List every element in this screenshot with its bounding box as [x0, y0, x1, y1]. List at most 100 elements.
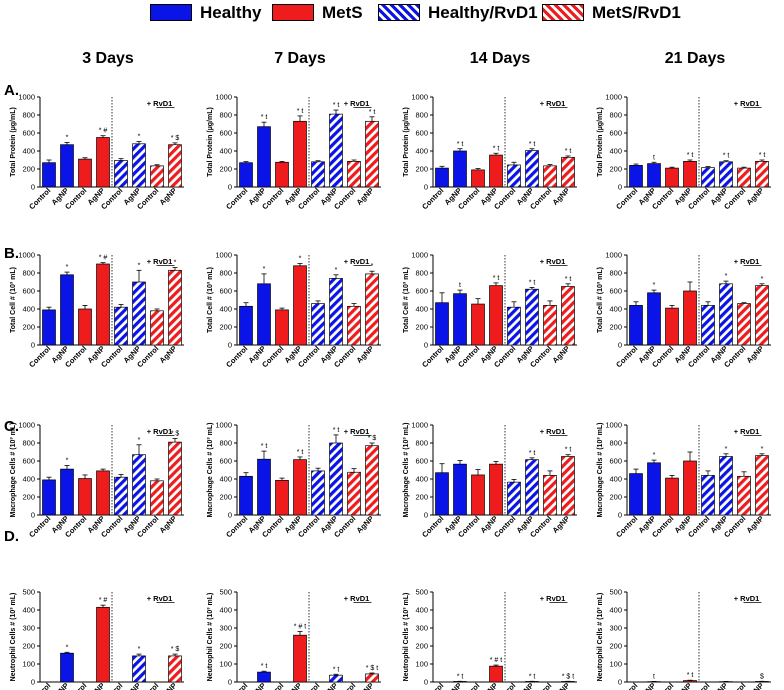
y-axis-label: Neutrophil Cells # (10³ mL): [403, 593, 410, 682]
significance-label: * t: [333, 427, 340, 434]
bar: [629, 165, 643, 188]
x-tick-label: AgNP: [709, 681, 730, 690]
bar: [365, 445, 379, 516]
x-tick-label: AgNP: [551, 344, 572, 365]
bar: [737, 167, 751, 188]
significance-label: *: [138, 646, 141, 653]
y-axis-label: Macrophage Cells # (10³ mL): [10, 423, 17, 518]
bar: [329, 113, 343, 188]
significance-label: *: [299, 256, 302, 263]
y-tick-label: 800: [609, 111, 622, 120]
x-tick-label: AgNP: [158, 514, 179, 535]
bar: [150, 480, 164, 516]
bar: [239, 162, 253, 188]
bar: [489, 154, 503, 188]
y-tick-label: 200: [22, 493, 35, 502]
y-tick-label: 200: [609, 493, 622, 502]
significance-label: * t: [369, 109, 376, 116]
bar: [257, 283, 271, 346]
significance-label: *: [66, 644, 69, 651]
y-tick-label: 0: [618, 511, 622, 520]
y-tick-label: 100: [22, 660, 35, 669]
significance-label: * t: [687, 672, 694, 679]
row-letter-d: D.: [4, 528, 19, 545]
y-tick-label: 400: [609, 606, 622, 615]
bar: [365, 273, 379, 346]
significance-label: *: [761, 276, 764, 283]
bar: [114, 476, 128, 516]
legend-label: Healthy/RvD1: [428, 3, 538, 22]
significance-label: t: [653, 673, 655, 680]
bar: [60, 144, 74, 188]
bar: [543, 165, 557, 188]
rvd1-label: + RvD1: [344, 99, 370, 108]
y-tick-label: 800: [22, 111, 35, 120]
bar: [507, 481, 521, 516]
bar: [719, 161, 733, 188]
rvd1-label: + RvD1: [344, 427, 370, 436]
significance-label: * t: [297, 108, 304, 115]
y-axis-label: Total Protein (µg/mL): [597, 107, 604, 177]
bar: [435, 167, 449, 188]
rvd1-label: + RvD1: [147, 594, 173, 603]
y-tick-label: 300: [22, 624, 35, 633]
bar: [114, 306, 128, 346]
significance-label: * t: [333, 666, 340, 673]
y-tick-label: 200: [609, 323, 622, 332]
y-tick-label: 1000: [215, 421, 232, 430]
bar: [755, 285, 769, 346]
y-axis-label: Neutrophil Cells # (10³ mL): [207, 593, 214, 682]
legend: Healthy MetS Healthy/RvD1 MetS/RvD1: [0, 0, 784, 26]
y-tick-label: 1000: [18, 421, 35, 430]
bar: [365, 120, 379, 188]
significance-label: * t: [687, 152, 694, 159]
bar: [489, 463, 503, 516]
y-tick-label: 1000: [215, 251, 232, 260]
bar: [665, 167, 679, 188]
y-tick-label: 600: [22, 287, 35, 296]
legend-swatch-healthy-rvd1: [378, 4, 420, 21]
x-tick-label: AgNP: [158, 344, 179, 365]
rvd1-label: + RvD1: [540, 257, 566, 266]
y-tick-label: 400: [415, 305, 428, 314]
legend-swatch-mets-rvd1: [542, 4, 584, 21]
y-tick-label: 0: [228, 341, 232, 350]
legend-swatch-healthy: [150, 4, 192, 21]
y-axis-label: Macrophage Cells # (10³ mL): [597, 423, 604, 518]
bar: [96, 137, 110, 188]
y-tick-label: 800: [22, 439, 35, 448]
x-tick-label: AgNP: [551, 514, 572, 535]
significance-label: *: [653, 282, 656, 289]
y-tick-label: 200: [219, 642, 232, 651]
significance-label: *: [335, 267, 338, 274]
significance-label: * $ t: [562, 673, 575, 680]
y-tick-label: 0: [228, 511, 232, 520]
significance-label: * t: [261, 443, 268, 450]
bar: [435, 472, 449, 516]
y-tick-label: 200: [415, 323, 428, 332]
bar: [507, 164, 521, 188]
y-tick-label: 1000: [605, 93, 622, 102]
rvd1-label: + RvD1: [734, 257, 760, 266]
significance-label: * $ t: [366, 665, 379, 672]
bar: [365, 673, 379, 683]
bar: [60, 652, 74, 683]
y-tick-label: 800: [609, 439, 622, 448]
significance-label: * t: [529, 141, 536, 148]
bar: [96, 263, 110, 346]
rvd1-label: + RvD1: [147, 99, 173, 108]
bar: [329, 278, 343, 346]
y-tick-label: 200: [22, 323, 35, 332]
bar: [293, 120, 307, 188]
y-tick-label: 400: [415, 606, 428, 615]
significance-label: * t: [261, 114, 268, 121]
y-tick-label: 600: [22, 457, 35, 466]
legend-swatch-mets: [272, 4, 314, 21]
y-tick-label: 300: [415, 624, 428, 633]
y-tick-label: 1000: [18, 251, 35, 260]
bar: [737, 475, 751, 516]
